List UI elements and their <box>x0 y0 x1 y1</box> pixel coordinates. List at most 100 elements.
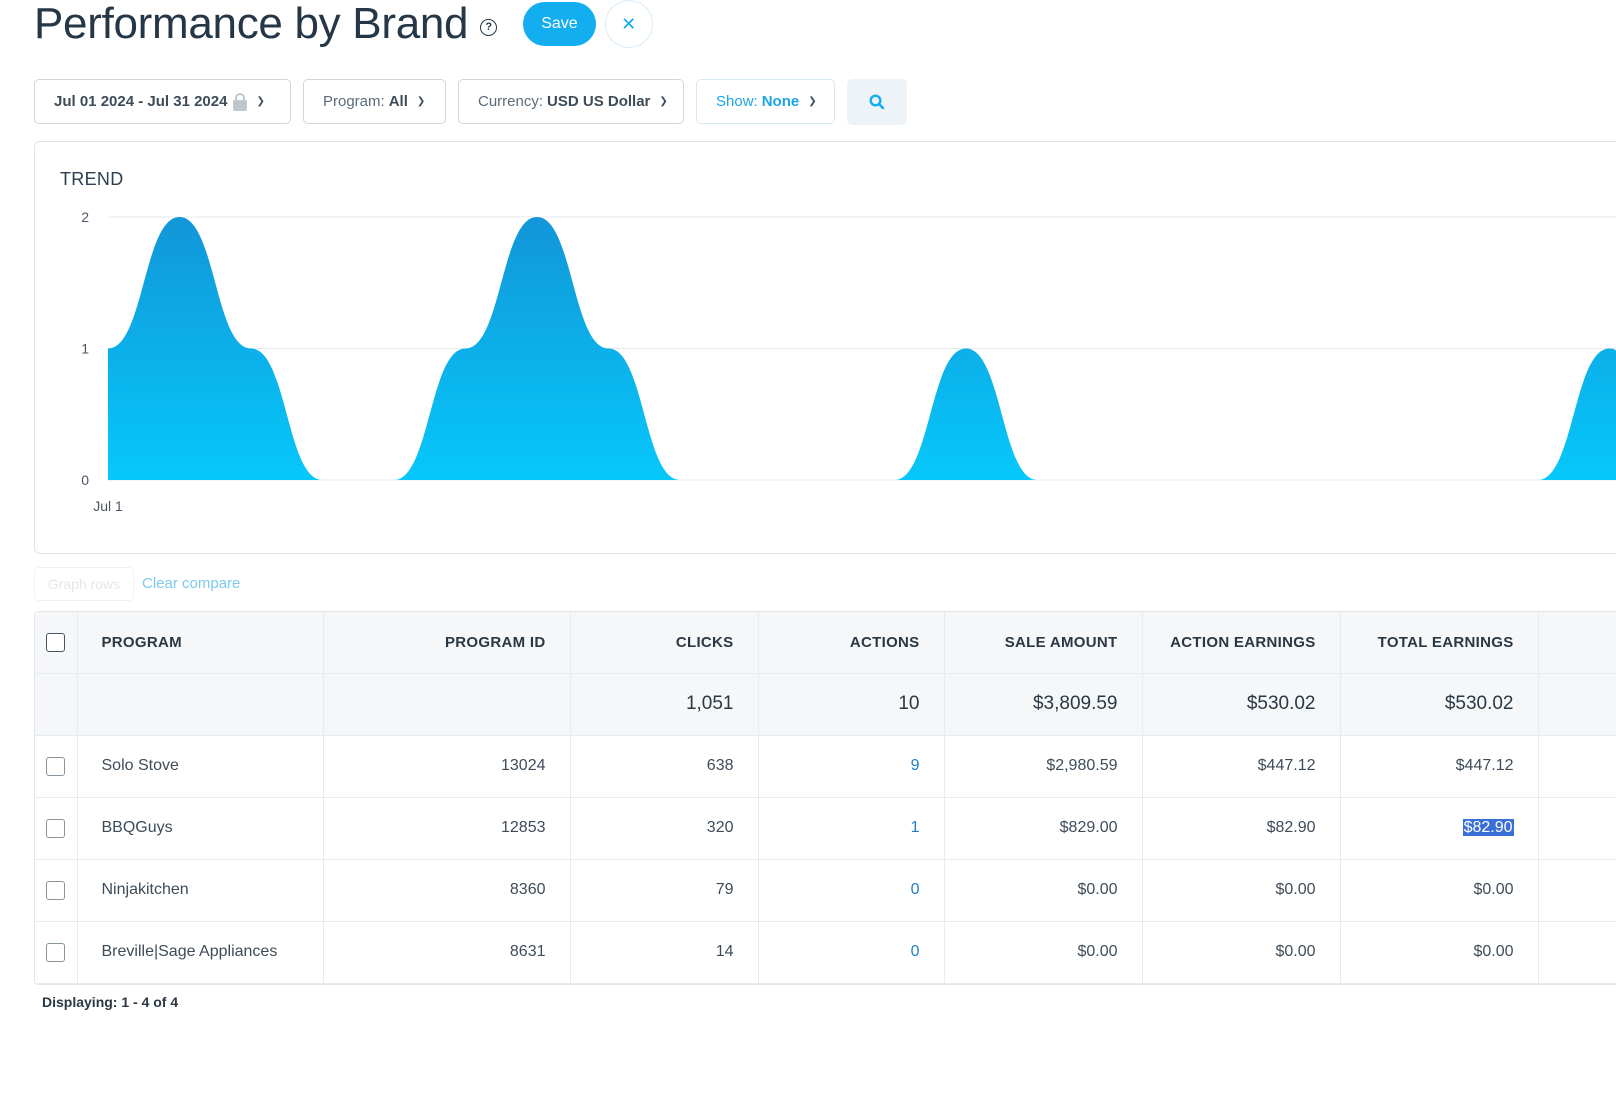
table-header-row: PROGRAM PROGRAM ID CLICKS ACTIONS SALE A… <box>35 612 1616 674</box>
trend-card: TREND 0 1 2 Jul 1 <box>34 141 1616 554</box>
column-header-total-earnings[interactable]: TOTAL EARNINGS <box>1340 612 1539 674</box>
action-earnings: $447.12 <box>1142 735 1341 798</box>
chart-title: TREND <box>60 169 124 189</box>
actions-link[interactable]: 0 <box>910 881 920 898</box>
total-sale-amount: $3,809.59 <box>944 673 1143 736</box>
chevron-down-icon: ❯ <box>416 96 426 107</box>
row-checkbox[interactable] <box>46 880 66 900</box>
lock-icon <box>233 92 248 111</box>
show-label: Show: <box>716 93 758 110</box>
trend-point[interactable] <box>1103 474 1115 486</box>
action-earnings: $0.00 <box>1142 859 1341 922</box>
performance-table: PROGRAM PROGRAM ID CLICKS ACTIONS SALE A… <box>34 611 1616 985</box>
search-icon <box>869 94 885 110</box>
program-id: 8631 <box>323 921 571 984</box>
y-tick-label: 0 <box>81 472 89 488</box>
total-earnings: $447.12 <box>1340 735 1539 798</box>
column-header-extra <box>1538 612 1616 674</box>
trend-point[interactable] <box>317 474 329 486</box>
program-name: BBQGuys <box>77 797 324 860</box>
program-id: 13024 <box>323 735 571 798</box>
date-range-dropdown[interactable]: Jul 01 2024 - Jul 31 2024 ❯ <box>34 79 291 124</box>
trend-point[interactable] <box>1032 474 1044 486</box>
chevron-down-icon: ❯ <box>256 96 265 107</box>
trend-point[interactable] <box>1604 343 1616 355</box>
trend-point[interactable] <box>1389 474 1401 486</box>
totals-row: 1,051 10 $3,809.59 $530.02 $530.02 <box>35 673 1616 736</box>
program-id: 12853 <box>323 797 571 860</box>
total-action-earnings: $530.02 <box>1142 673 1341 736</box>
total-earnings: $0.00 <box>1340 859 1539 922</box>
table-row: BBQGuys 12853 320 1 $829.00 $82.90 $82.9… <box>35 797 1616 860</box>
column-header-action-earnings[interactable]: ACTION EARNINGS <box>1142 612 1341 674</box>
show-value: None <box>761 93 800 110</box>
table-row: Breville|Sage Appliances 8631 14 0 $0.00… <box>35 921 1616 984</box>
y-tick-label: 2 <box>81 209 89 225</box>
help-icon[interactable]: ? <box>480 18 498 36</box>
page-title: Performance by Brand <box>34 0 469 48</box>
save-button[interactable]: Save <box>523 2 596 46</box>
trend-point[interactable] <box>174 211 186 223</box>
close-icon: ✕ <box>621 13 637 34</box>
clicks: 79 <box>570 859 759 922</box>
trend-point[interactable] <box>460 343 472 355</box>
action-earnings: $0.00 <box>1142 921 1341 984</box>
trend-point[interactable] <box>817 474 829 486</box>
filter-bar: Jul 01 2024 - Jul 31 2024 ❯ Program: All… <box>34 79 907 125</box>
clicks: 638 <box>570 735 759 798</box>
select-all-checkbox[interactable] <box>46 632 66 652</box>
trend-point[interactable] <box>746 474 758 486</box>
row-checkbox[interactable] <box>46 942 66 962</box>
pagination-status: Displaying: 1 - 4 of 4 <box>42 994 179 1010</box>
actions-link[interactable]: 1 <box>910 819 920 836</box>
close-button[interactable]: ✕ <box>604 0 653 48</box>
program-value: All <box>388 93 408 110</box>
column-header-clicks[interactable]: CLICKS <box>570 612 759 674</box>
y-tick-label: 1 <box>81 341 89 357</box>
trend-point[interactable] <box>531 211 543 223</box>
trend-point[interactable] <box>1175 474 1187 486</box>
actions-link[interactable]: 0 <box>910 943 920 960</box>
actions-link[interactable]: 9 <box>910 757 920 774</box>
clear-compare-link[interactable]: Clear compare <box>142 575 241 592</box>
trend-point[interactable] <box>889 474 901 486</box>
program-name: Solo Stove <box>77 735 324 798</box>
column-header-sale-amount[interactable]: SALE AMOUNT <box>944 612 1143 674</box>
currency-dropdown[interactable]: Currency: USD US Dollar ❯ <box>458 79 684 124</box>
program-name: Breville|Sage Appliances <box>77 921 324 984</box>
x-tick-label: Jul 1 <box>93 498 123 514</box>
currency-value: USD US Dollar <box>547 93 651 110</box>
trend-point[interactable] <box>102 343 114 355</box>
table-row: Solo Stove 13024 638 9 $2,980.59 $447.12… <box>35 735 1616 798</box>
select-all-cell <box>35 612 78 674</box>
column-header-program-id[interactable]: PROGRAM ID <box>323 612 571 674</box>
column-header-program[interactable]: PROGRAM <box>77 612 324 674</box>
program-id: 8360 <box>323 859 571 922</box>
total-actions: 10 <box>758 673 945 736</box>
table-row: Ninjakitchen 8360 79 0 $0.00 $0.00 $0.00 <box>35 859 1616 922</box>
trend-area-series <box>108 217 1616 481</box>
trend-point[interactable] <box>388 474 400 486</box>
trend-point[interactable] <box>1318 474 1330 486</box>
graph-rows-button[interactable]: Graph rows <box>34 567 134 601</box>
action-earnings: $82.90 <box>1142 797 1341 860</box>
show-dropdown[interactable]: Show: None ❯ <box>696 79 835 124</box>
trend-point[interactable] <box>1246 474 1258 486</box>
trend-point[interactable] <box>960 343 972 355</box>
row-checkbox[interactable] <box>46 818 66 838</box>
column-header-actions[interactable]: ACTIONS <box>758 612 945 674</box>
row-checkbox[interactable] <box>46 756 66 776</box>
chevron-down-icon: ❯ <box>659 96 668 107</box>
program-label: Program: <box>323 93 385 110</box>
trend-point[interactable] <box>603 343 615 355</box>
trend-point[interactable] <box>1532 474 1544 486</box>
program-dropdown[interactable]: Program: All ❯ <box>303 79 446 124</box>
trend-point[interactable] <box>674 474 686 486</box>
search-button[interactable] <box>847 79 907 125</box>
trend-point[interactable] <box>245 343 257 355</box>
chevron-down-icon: ❯ <box>808 96 817 107</box>
trend-point[interactable] <box>1461 474 1473 486</box>
total-earnings: $82.90 <box>1462 819 1514 836</box>
clicks: 320 <box>570 797 759 860</box>
trend-chart: 0 1 2 Jul 1 <box>81 209 1616 514</box>
